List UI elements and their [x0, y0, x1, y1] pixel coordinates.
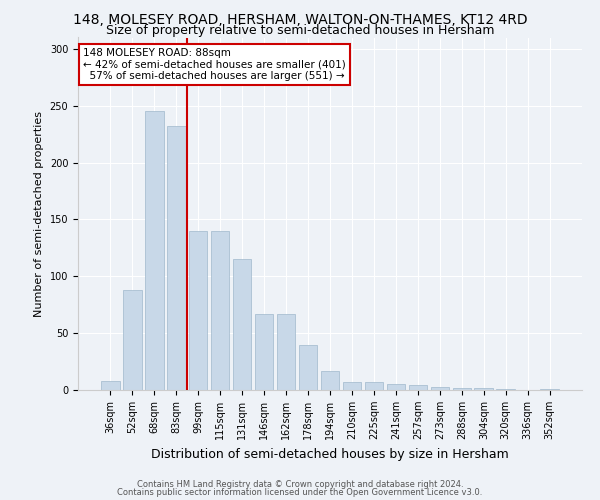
Bar	[233, 259, 251, 390]
Bar	[386, 384, 405, 390]
Bar	[475, 388, 493, 390]
Bar	[211, 231, 229, 390]
Bar	[145, 112, 164, 390]
Bar	[101, 381, 119, 390]
Bar	[409, 386, 427, 390]
X-axis label: Distribution of semi-detached houses by size in Hersham: Distribution of semi-detached houses by …	[151, 448, 509, 460]
Bar	[343, 382, 361, 390]
Bar	[299, 344, 317, 390]
Bar	[277, 314, 295, 390]
Bar	[167, 126, 185, 390]
Bar	[496, 389, 515, 390]
Bar	[320, 370, 340, 390]
Bar	[365, 382, 383, 390]
Text: Size of property relative to semi-detached houses in Hersham: Size of property relative to semi-detach…	[106, 24, 494, 37]
Bar	[255, 314, 274, 390]
Text: Contains HM Land Registry data © Crown copyright and database right 2024.: Contains HM Land Registry data © Crown c…	[137, 480, 463, 489]
Text: 148, MOLESEY ROAD, HERSHAM, WALTON-ON-THAMES, KT12 4RD: 148, MOLESEY ROAD, HERSHAM, WALTON-ON-TH…	[73, 12, 527, 26]
Text: Contains public sector information licensed under the Open Government Licence v3: Contains public sector information licen…	[118, 488, 482, 497]
Bar	[189, 231, 208, 390]
Bar	[431, 386, 449, 390]
Bar	[123, 290, 142, 390]
Bar	[541, 389, 559, 390]
Bar	[452, 388, 471, 390]
Text: 148 MOLESEY ROAD: 88sqm
← 42% of semi-detached houses are smaller (401)
  57% of: 148 MOLESEY ROAD: 88sqm ← 42% of semi-de…	[83, 48, 346, 82]
Y-axis label: Number of semi-detached properties: Number of semi-detached properties	[34, 111, 44, 317]
